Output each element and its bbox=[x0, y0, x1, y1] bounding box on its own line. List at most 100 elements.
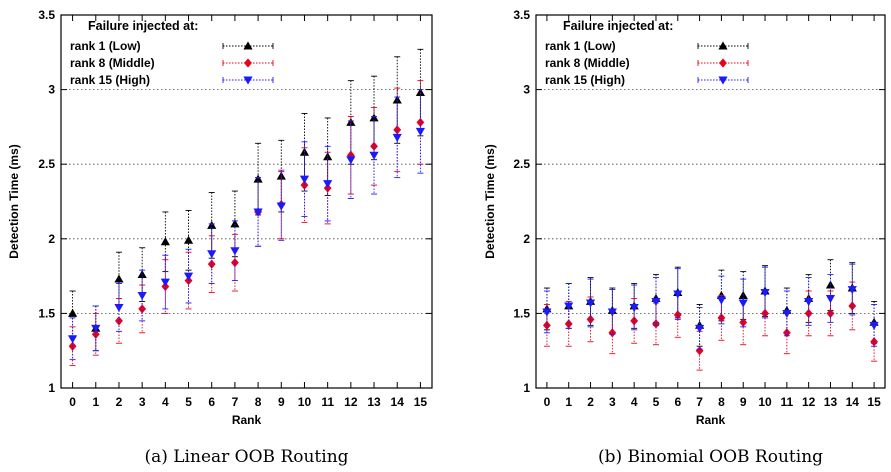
plot-frame bbox=[60, 14, 433, 389]
y-axis-label: Detection Time (ms) bbox=[483, 144, 497, 258]
data-point bbox=[230, 258, 239, 268]
x-tick-label: 10 bbox=[298, 395, 312, 409]
data-point bbox=[716, 296, 727, 305]
x-tick-label: 1 bbox=[92, 395, 99, 409]
data-point bbox=[804, 308, 813, 318]
x-tick-label: 5 bbox=[185, 395, 192, 409]
data-point bbox=[415, 87, 426, 97]
data-point bbox=[138, 304, 147, 314]
data-point bbox=[183, 272, 194, 281]
y-tick-label: 1 bbox=[48, 381, 55, 395]
y-tick-label: 3 bbox=[523, 83, 530, 97]
x-tick-label: 5 bbox=[653, 395, 660, 409]
data-point bbox=[416, 117, 425, 128]
data-point bbox=[91, 324, 101, 333]
data-point bbox=[323, 180, 333, 189]
data-point bbox=[114, 303, 124, 313]
data-point bbox=[630, 316, 639, 326]
data-point bbox=[826, 308, 835, 318]
x-tick-label: 13 bbox=[367, 395, 381, 409]
legend-title: Failure injected at: bbox=[88, 19, 198, 33]
legend-marker bbox=[243, 41, 253, 50]
x-tick-label: 7 bbox=[232, 395, 239, 409]
x-tick-label: 7 bbox=[696, 395, 703, 409]
data-point bbox=[782, 309, 792, 318]
series-rank-15 bbox=[542, 263, 879, 350]
y-tick-label: 3 bbox=[48, 83, 55, 97]
x-tick-label: 3 bbox=[609, 395, 616, 409]
data-point bbox=[114, 274, 124, 283]
data-point bbox=[673, 290, 683, 299]
y-tick-label: 2.5 bbox=[513, 157, 530, 171]
data-point bbox=[67, 308, 78, 317]
x-tick-label: 3 bbox=[139, 395, 146, 409]
y-tick-label: 1 bbox=[523, 381, 530, 395]
legend-label: rank 8 (Middle) bbox=[70, 56, 155, 70]
data-point bbox=[585, 299, 596, 308]
data-point bbox=[369, 151, 379, 160]
data-point bbox=[847, 286, 857, 295]
data-point bbox=[393, 125, 402, 135]
data-point bbox=[253, 208, 263, 217]
x-tick-label: 8 bbox=[718, 395, 725, 409]
y-tick-label: 1.5 bbox=[38, 306, 55, 320]
x-tick-label: 15 bbox=[414, 395, 428, 409]
data-point bbox=[183, 235, 194, 244]
x-tick-label: 6 bbox=[208, 395, 215, 409]
x-tick-label: 9 bbox=[278, 395, 285, 409]
legend-marker bbox=[718, 41, 728, 50]
data-point bbox=[370, 141, 378, 151]
x-tick-label: 14 bbox=[846, 395, 860, 409]
x-tick-label: 4 bbox=[631, 395, 638, 409]
data-point bbox=[804, 298, 814, 307]
x-tick-label: 14 bbox=[391, 395, 405, 409]
x-tick-label: 2 bbox=[116, 395, 123, 409]
x-tick-label: 0 bbox=[544, 395, 551, 409]
x-tick-label: 0 bbox=[69, 395, 76, 409]
plot-frame bbox=[535, 14, 886, 389]
series-rank-8 bbox=[68, 80, 425, 367]
x-tick-label: 6 bbox=[674, 395, 681, 409]
x-tick-label: 12 bbox=[802, 395, 816, 409]
x-tick-label: 2 bbox=[587, 395, 594, 409]
series-rank-15 bbox=[67, 89, 426, 361]
data-point bbox=[230, 219, 240, 228]
data-point bbox=[276, 202, 286, 211]
x-tick-label: 9 bbox=[740, 395, 747, 409]
data-point bbox=[67, 335, 78, 344]
y-tick-label: 2.5 bbox=[38, 157, 55, 171]
legend: Failure injected at: rank 1 (Low) rank 8 (… bbox=[70, 19, 274, 87]
data-point bbox=[299, 175, 310, 184]
x-tick-label: 11 bbox=[781, 395, 794, 409]
legend-marker bbox=[719, 58, 727, 68]
chart-binomial-oob-routing: 11.522.533.50 1 2 3 4 5 6 7 8 9 10 11 12 13 14 15Failur… bbox=[483, 8, 886, 467]
data-point bbox=[694, 324, 705, 333]
x-tick-label: 4 bbox=[162, 395, 169, 409]
data-point bbox=[760, 289, 770, 298]
x-axis-label: Rank bbox=[696, 413, 726, 427]
y-tick-label: 2 bbox=[523, 232, 530, 246]
data-point bbox=[825, 295, 836, 304]
legend-title: Failure injected at: bbox=[563, 19, 673, 33]
data-point bbox=[346, 156, 356, 165]
data-point bbox=[651, 298, 661, 307]
data-point bbox=[230, 247, 240, 256]
x-tick-label: 13 bbox=[824, 395, 838, 409]
legend-label: rank 15 (High) bbox=[70, 73, 150, 87]
x-tick-label: 8 bbox=[255, 395, 262, 409]
data-point bbox=[695, 346, 704, 356]
x-tick-label: 11 bbox=[321, 395, 334, 409]
x-tick-label: 10 bbox=[758, 395, 772, 409]
y-tick-label: 2 bbox=[48, 232, 55, 246]
data-point bbox=[160, 237, 170, 246]
legend-label: rank 1 (Low) bbox=[545, 39, 616, 53]
x-tick-label: 15 bbox=[867, 395, 881, 409]
data-point bbox=[564, 302, 574, 311]
y-tick-label: 1.5 bbox=[513, 306, 530, 320]
legend-marker bbox=[244, 58, 252, 68]
figure-caption: (a) Linear OOB Routing bbox=[144, 447, 348, 467]
data-point bbox=[160, 278, 170, 287]
data-point bbox=[137, 292, 147, 301]
data-point bbox=[717, 313, 726, 323]
